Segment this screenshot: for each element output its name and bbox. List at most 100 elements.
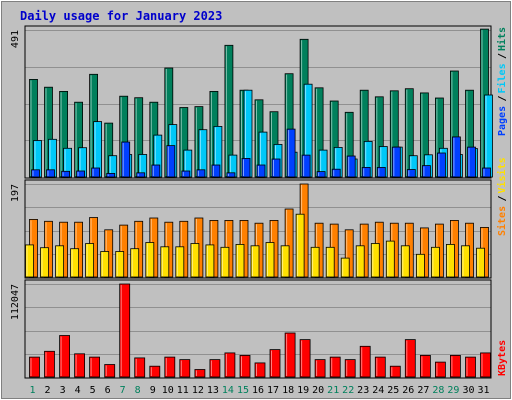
bar-sites-day-5 — [85, 243, 94, 278]
bar-pages-day-30 — [467, 146, 476, 178]
y-max-label: 112047 — [10, 284, 21, 320]
legend-visits: Visits — [496, 157, 508, 193]
panel-kbytes: 112047 KBytes — [10, 279, 508, 379]
day-label-14: 14 — [222, 385, 234, 396]
bar-pages-day-6 — [106, 172, 116, 178]
day-label-18: 18 — [282, 385, 294, 396]
day-label-28: 28 — [432, 385, 444, 396]
bar-pages-day-26 — [406, 169, 416, 178]
bar-sites-day-30 — [461, 245, 470, 278]
bar-kbytes-day-29 — [449, 354, 461, 378]
bar-kbytes-day-30 — [465, 356, 476, 378]
day-label-13: 13 — [207, 385, 219, 396]
bar-kbytes-day-6 — [104, 364, 116, 378]
bar-kbytes-day-1 — [29, 356, 40, 378]
bar-pages-day-2 — [46, 169, 55, 178]
bar-kbytes-day-12 — [194, 369, 206, 378]
bar-pages-day-14 — [226, 172, 236, 178]
chart-panels: 491 Pages / Files / Hits 197 Sites / Visits 112047… — [10, 25, 508, 379]
bar-kbytes-day-8 — [134, 357, 146, 378]
bar-sites-day-25 — [385, 240, 395, 278]
bar-sites-day-15 — [235, 243, 245, 278]
bar-sites-day-23 — [355, 245, 365, 278]
bar-sites-day-1 — [25, 244, 34, 278]
bar-kbytes-day-25 — [389, 365, 401, 378]
bar-pages-day-15 — [241, 157, 251, 178]
day-label-8: 8 — [135, 385, 141, 396]
bar-pages-day-4 — [76, 170, 85, 178]
day-label-12: 12 — [192, 385, 204, 396]
day-label-2: 2 — [44, 385, 50, 396]
day-label-25: 25 — [387, 385, 399, 396]
bar-pages-day-22 — [346, 155, 356, 178]
bar-pages-day-10 — [166, 145, 176, 178]
bar-sites-day-13 — [205, 244, 215, 278]
bar-sites-day-27 — [415, 253, 425, 278]
day-label-17: 17 — [267, 385, 279, 396]
bar-kbytes-day-22 — [344, 359, 356, 378]
bar-kbytes-day-18 — [284, 332, 296, 378]
legend-separator: / — [497, 95, 508, 101]
bar-sites-day-8 — [130, 248, 140, 278]
bar-kbytes-day-24 — [374, 356, 386, 378]
bar-kbytes-day-28 — [434, 361, 446, 378]
bar-kbytes-day-14 — [224, 352, 236, 378]
legend-kbytes: KBytes — [497, 340, 508, 376]
day-label-5: 5 — [90, 385, 96, 396]
legend-hits: Hits — [496, 27, 508, 51]
day-label-30: 30 — [462, 385, 474, 396]
bar-sites-day-28 — [430, 246, 440, 278]
day-label-6: 6 — [105, 385, 111, 396]
day-label-9: 9 — [150, 385, 156, 396]
day-label-19: 19 — [297, 385, 309, 396]
bar-sites-day-2 — [40, 247, 49, 278]
bar-kbytes-day-15 — [239, 354, 251, 378]
bar-pages-day-24 — [376, 166, 386, 178]
bar-kbytes-day-27 — [419, 354, 431, 378]
day-label-3: 3 — [60, 385, 66, 396]
bar-pages-day-27 — [421, 165, 431, 178]
panel-visits-sites: 197 Sites / Visits — [10, 157, 508, 279]
bar-kbytes-day-4 — [74, 353, 85, 378]
bar-pages-day-31 — [482, 167, 491, 178]
bar-sites-day-7 — [115, 251, 125, 278]
bar-pages-day-20 — [316, 171, 326, 178]
day-label-15: 15 — [237, 385, 249, 396]
legend-hits-files-pages: Pages / Files / Hits — [496, 27, 508, 136]
bar-sites-day-31 — [476, 247, 485, 278]
bar-kbytes-day-9 — [149, 365, 161, 378]
day-label-21: 21 — [327, 385, 339, 396]
bar-sites-day-21 — [325, 246, 335, 278]
bar-sites-day-19 — [295, 213, 305, 278]
bar-sites-day-16 — [250, 245, 260, 278]
bar-sites-day-12 — [190, 243, 200, 278]
legend-files: Files — [496, 63, 508, 93]
bar-sites-day-26 — [400, 245, 410, 278]
bar-kbytes-day-10 — [164, 356, 176, 378]
bar-kbytes-day-21 — [329, 356, 341, 378]
day-axis: 1 2 3 4 5 6 7 8 9 10 11 12 13 14 15 16 17 18 19 20 21 22 23 24 2… — [29, 385, 489, 396]
bar-pages-day-21 — [331, 168, 341, 178]
bar-kbytes-day-16 — [254, 362, 266, 378]
day-label-24: 24 — [372, 385, 384, 396]
bar-kbytes-day-11 — [179, 359, 191, 378]
bar-kbytes-day-17 — [269, 349, 281, 378]
bar-kbytes-day-19 — [299, 339, 311, 378]
bar-pages-day-9 — [151, 164, 161, 178]
bar-sites-day-20 — [310, 246, 320, 278]
bar-kbytes-day-2 — [44, 350, 55, 378]
bar-sites-day-29 — [445, 243, 455, 278]
bar-kbytes-day-23 — [359, 345, 371, 378]
bar-pages-day-25 — [391, 146, 401, 178]
day-label-4: 4 — [75, 385, 81, 396]
bar-pages-day-1 — [31, 169, 40, 178]
bar-sites-day-9 — [145, 242, 155, 278]
day-label-11: 11 — [177, 385, 189, 396]
legend-sites: Sites — [496, 206, 508, 236]
bar-pages-day-19 — [301, 154, 311, 178]
day-label-16: 16 — [252, 385, 264, 396]
bar-sites-day-11 — [175, 246, 185, 278]
bar-pages-day-3 — [61, 170, 70, 178]
bar-kbytes-day-31 — [480, 352, 491, 378]
